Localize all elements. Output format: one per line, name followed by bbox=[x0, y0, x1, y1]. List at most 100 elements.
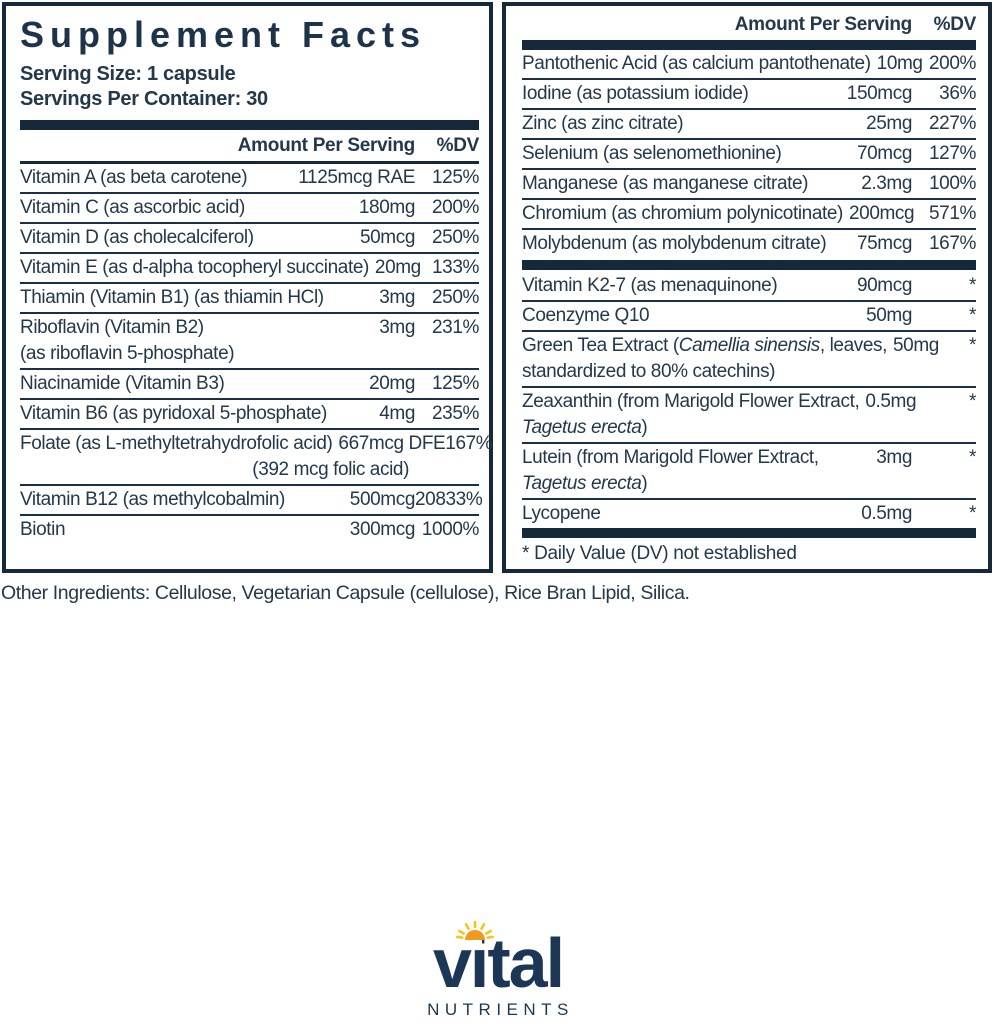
nutrient-amount: 0.5mg bbox=[861, 503, 912, 524]
table-row: Vitamin C (as ascorbic acid) 180mg 200% bbox=[20, 194, 479, 222]
brand-subtitle: NUTRIENTS bbox=[427, 1000, 574, 1019]
row-divider bbox=[20, 428, 479, 430]
supplement-facts-panels: Supplement Facts Serving Size: 1 capsule… bbox=[2, 2, 992, 573]
percent-dv-header: %DV bbox=[933, 13, 977, 35]
row-divider bbox=[522, 442, 976, 444]
table-row: Chromium (as chromium polynicotinate) 200… bbox=[522, 200, 976, 228]
nutrient-dv: * bbox=[969, 275, 976, 296]
nutrient-amount: 90mcg bbox=[856, 275, 912, 296]
nutrient-table-left: Vitamin A (as beta carotene) 1125mcg RAE 1… bbox=[20, 164, 493, 544]
nutrient-name: Vitamin K2-7 (as menaquinone) bbox=[522, 275, 778, 296]
nutrient-name-line2: (as riboflavin 5-phosphate) bbox=[20, 343, 235, 364]
nutrient-name: Pantothenic Acid (as calcium pantothenat… bbox=[522, 53, 871, 74]
nutrient-name: Biotin bbox=[20, 519, 66, 540]
table-row: Vitamin D (as cholecalciferol) 50mcg 250% bbox=[20, 224, 479, 252]
nutrient-amount: 667mcg DFE bbox=[338, 433, 446, 454]
row-divider bbox=[522, 78, 976, 80]
row-divider bbox=[20, 192, 479, 194]
row-divider bbox=[522, 300, 976, 302]
nutrient-dv: 1000% bbox=[421, 519, 480, 540]
nutrient-table-right: Pantothenic Acid (as calcium pantothenat… bbox=[522, 50, 976, 528]
nutrient-name: Niacinamide (Vitamin B3) bbox=[20, 373, 225, 394]
nutrient-amount: 3mg bbox=[379, 317, 415, 338]
servings-per-container: Servings Per Container: 30 bbox=[20, 88, 268, 110]
table-row: Vitamin A (as beta carotene) 1125mcg RAE 1… bbox=[20, 164, 479, 192]
nutrient-name: Vitamin B6 (as pyridoxal 5-phosphate) bbox=[20, 403, 327, 424]
nutrient-name: Lutein (from Marigold Flower Extract, bbox=[522, 447, 819, 468]
column-header-row: Amount Per Serving %DV bbox=[20, 130, 480, 161]
row-divider bbox=[522, 198, 976, 200]
nutrient-dv: * bbox=[969, 335, 976, 356]
row-divider bbox=[522, 168, 976, 170]
header-underline bbox=[20, 161, 479, 164]
nutrient-amount: 4mg bbox=[379, 403, 415, 424]
table-row: Green Tea Extract (Camellia sinensis, le… bbox=[522, 332, 976, 386]
row-divider bbox=[20, 282, 479, 284]
nutrient-dv: * bbox=[969, 305, 976, 326]
nutrient-name: Molybdenum (as molybdenum citrate) bbox=[522, 233, 827, 254]
divider-bar bbox=[20, 120, 479, 130]
table-row: Thiamin (Vitamin B1) (as thiamin HCl) 3mg… bbox=[20, 284, 479, 312]
row-divider bbox=[20, 252, 479, 254]
nutrient-amount: 50mg bbox=[893, 335, 939, 356]
table-row: Manganese (as manganese citrate) 2.3mg 100… bbox=[522, 170, 976, 198]
nutrient-name-line2: standardized to 80% catechins) bbox=[522, 361, 776, 382]
brand-name: vital bbox=[432, 924, 565, 1002]
nutrient-amount: 3mg bbox=[379, 287, 415, 308]
nutrient-dv: 231% bbox=[432, 317, 479, 338]
row-divider bbox=[20, 514, 479, 516]
nutrient-name: Lycopene bbox=[522, 503, 601, 524]
row-divider bbox=[522, 386, 976, 388]
table-row: Niacinamide (Vitamin B3) 20mg 125% bbox=[20, 370, 479, 398]
row-divider bbox=[20, 398, 479, 400]
nutrient-name: Chromium (as chromium polynicotinate) bbox=[522, 203, 843, 224]
table-row: Vitamin B6 (as pyridoxal 5-phosphate) 4mg… bbox=[20, 400, 479, 428]
serving-size: Serving Size: 1 capsule bbox=[20, 63, 236, 85]
nutrient-amount: 50mcg bbox=[359, 227, 415, 248]
column-header-row: Amount Per Serving %DV bbox=[522, 9, 977, 40]
nutrient-dv: 100% bbox=[929, 173, 976, 194]
nutrient-dv: * bbox=[969, 503, 976, 524]
nutrient-name: Iodine (as potassium iodide) bbox=[522, 83, 749, 104]
nutrient-name: Vitamin D (as cholecalciferol) bbox=[20, 227, 254, 248]
nutrient-dv: 127% bbox=[929, 143, 976, 164]
nutrient-name: Coenzyme Q10 bbox=[522, 305, 650, 326]
table-row: Iodine (as potassium iodide) 150mcg 36% bbox=[522, 80, 976, 108]
row-divider bbox=[20, 368, 479, 370]
amount-per-serving-header: Amount Per Serving bbox=[237, 134, 416, 156]
row-divider bbox=[522, 228, 976, 230]
nutrient-name: Selenium (as selenomethionine) bbox=[522, 143, 782, 164]
nutrient-dv: 250% bbox=[432, 227, 479, 248]
divider-bar bbox=[522, 40, 976, 50]
row-divider bbox=[20, 484, 479, 486]
nutrient-amount: 180mg bbox=[358, 197, 416, 218]
nutrient-amount: 0.5mg bbox=[865, 391, 917, 412]
brand-wordmark: vital bbox=[432, 920, 565, 1002]
nutrient-name: Manganese (as manganese citrate) bbox=[522, 173, 809, 194]
table-row: Lycopene 0.5mg * bbox=[522, 500, 976, 528]
nutrient-dv: 125% bbox=[432, 167, 479, 188]
nutrient-dv: 167% bbox=[929, 233, 976, 254]
table-row: Coenzyme Q10 50mg * bbox=[522, 302, 976, 330]
nutrient-amount: 10mg bbox=[876, 53, 923, 74]
row-divider bbox=[522, 330, 976, 332]
table-row: Lutein (from Marigold Flower Extract, 3mg… bbox=[522, 444, 976, 498]
nutrient-dv: 235% bbox=[432, 403, 479, 424]
table-row: Vitamin E (as d-alpha tocopheryl succina… bbox=[20, 254, 479, 282]
nutrient-name: Zeaxanthin (from Marigold Flower Extract… bbox=[522, 391, 860, 412]
divider-bar bbox=[522, 528, 976, 538]
nutrient-dv: 167% bbox=[445, 433, 493, 454]
other-ingredients: Other Ingredients: Cellulose, Vegetarian… bbox=[1, 582, 690, 604]
nutrient-amount: 25mg bbox=[866, 113, 912, 134]
nutrient-amount: 2.3mg bbox=[861, 173, 912, 194]
amount-per-serving-header: Amount Per Serving bbox=[734, 13, 913, 35]
nutrient-dv: 125% bbox=[432, 373, 479, 394]
nutrient-amount: 500mcg bbox=[349, 489, 416, 510]
nutrient-amount: 200mcg bbox=[848, 203, 915, 224]
nutrient-name: Zinc (as zinc citrate) bbox=[522, 113, 684, 134]
nutrient-name: Riboflavin (Vitamin B2) bbox=[20, 317, 204, 338]
nutrient-dv: 20833% bbox=[415, 489, 483, 510]
row-divider bbox=[20, 312, 479, 314]
supplement-facts-panel-left: Supplement Facts Serving Size: 1 capsule… bbox=[2, 2, 493, 573]
table-row: Vitamin K2-7 (as menaquinone) 90mcg * bbox=[522, 272, 976, 300]
